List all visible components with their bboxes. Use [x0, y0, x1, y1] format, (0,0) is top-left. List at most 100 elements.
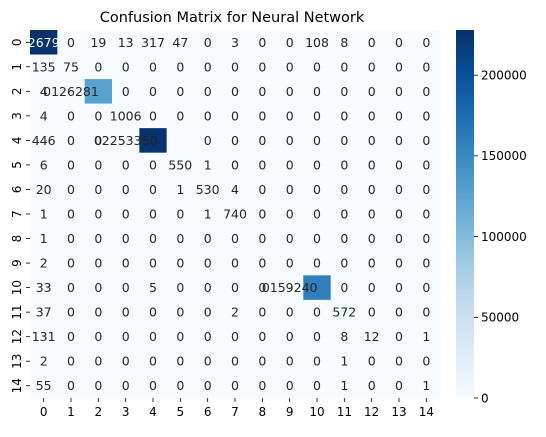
y-tick-label: 5	[10, 161, 24, 169]
cell-value-label: 108	[305, 35, 329, 50]
heatmap-cell	[84, 275, 113, 301]
cell-value-label: 0	[67, 256, 75, 271]
heatmap-cell	[358, 30, 386, 55]
y-tick-label: 10	[10, 280, 24, 295]
heatmap-cell	[194, 226, 222, 252]
cell-value-label: 0	[395, 133, 403, 148]
y-tick-label: 9	[10, 259, 24, 267]
x-tick-label: 6	[204, 405, 212, 419]
heatmap-cell	[166, 177, 195, 203]
heatmap-cell	[166, 324, 195, 350]
heatmap-cell	[194, 299, 222, 325]
cell-value-label: 0	[204, 231, 212, 246]
cell-value-label: 0	[368, 280, 376, 295]
cell-value-label: 0	[313, 59, 321, 74]
cell-value-label: 0	[122, 59, 130, 74]
cell-value-label: 0	[340, 231, 348, 246]
heatmap-cell	[248, 103, 277, 129]
heatmap-cell	[30, 324, 58, 350]
cell-value-label: 0	[340, 182, 348, 197]
heatmap-cell	[303, 103, 332, 129]
heatmap-cell	[330, 30, 359, 55]
heatmap-cell	[221, 348, 250, 374]
heatmap-cell	[303, 177, 332, 203]
heatmap-cell	[139, 373, 168, 399]
cell-value-label: 0	[286, 231, 294, 246]
cell-value-label: 1	[422, 329, 430, 344]
cell-value-label: 0	[94, 280, 102, 295]
cell-value-label: 0	[149, 378, 157, 393]
y-tick-label: 7	[10, 210, 24, 218]
cell-value-label: 0	[94, 256, 102, 271]
cell-value-label: 0	[231, 231, 239, 246]
heatmap-cell	[112, 54, 140, 80]
heatmap-cell	[30, 30, 58, 55]
heatmap-cell	[221, 373, 250, 399]
cell-value-label: 0	[313, 231, 321, 246]
heatmap-cell	[139, 54, 168, 80]
heatmap-cell	[221, 103, 250, 129]
y-tick-label: 1	[10, 63, 24, 71]
heatmap-cell	[57, 177, 86, 203]
heatmap-cell	[276, 275, 304, 301]
cell-value-label: 6	[40, 157, 48, 172]
x-tick-label: 0	[40, 405, 48, 419]
heatmap-cell	[330, 373, 359, 399]
heatmap-cell	[57, 152, 86, 178]
chart-title: Confusion Matrix for Neural Network	[100, 10, 365, 26]
x-tick-label: 2	[95, 405, 103, 419]
cell-value-label: 8	[340, 35, 348, 50]
cell-value-label: 0	[94, 305, 102, 320]
cell-value-label: 0	[258, 133, 266, 148]
cell-value-label: 0	[176, 305, 184, 320]
cell-value-label: 0	[149, 305, 157, 320]
cell-value-label: 3	[231, 35, 239, 50]
heatmap-cell	[248, 54, 277, 80]
heatmap-cell	[248, 250, 277, 276]
cell-value-label: 37	[36, 305, 52, 320]
cell-value-label: 0	[313, 182, 321, 197]
cell-value-label: 1	[40, 231, 48, 246]
heatmap-cell	[221, 299, 250, 325]
y-tick-label: 2	[10, 88, 24, 96]
heatmap-cell	[30, 250, 58, 276]
heatmap-cell	[412, 373, 441, 399]
cell-value-label: 0	[176, 354, 184, 369]
cell-value-label: 0	[231, 84, 239, 99]
heatmap-cell	[248, 79, 277, 104]
cell-value-label: 0	[67, 378, 75, 393]
heatmap-cell	[276, 250, 304, 276]
cell-value-label: 0	[231, 157, 239, 172]
cell-value-label: 0	[67, 35, 75, 50]
cell-value-label: 317	[141, 35, 165, 50]
heatmap-cell	[276, 299, 304, 325]
cell-value-label: 0	[149, 207, 157, 222]
cell-value-label: 0	[258, 280, 266, 295]
cell-value-label: 0	[94, 157, 102, 172]
y-tick-label: 4	[10, 137, 24, 145]
cell-value-label: 0	[67, 133, 75, 148]
heatmap-cell	[221, 30, 250, 55]
cell-value-label: 0	[286, 378, 294, 393]
heatmap-cell	[276, 226, 304, 252]
heatmap-cell	[385, 275, 414, 301]
heatmap-cell	[166, 250, 195, 276]
cell-value-label: 2	[40, 354, 48, 369]
heatmap-cell	[330, 177, 359, 203]
heatmap-cell	[57, 54, 86, 80]
y-tick-label: 14	[10, 378, 24, 393]
cell-value-label: 0	[231, 378, 239, 393]
cell-value-label: 0	[313, 108, 321, 123]
cell-value-label: 0	[204, 84, 212, 99]
heatmap-cell	[221, 201, 250, 227]
heatmap-cell	[330, 79, 359, 104]
cell-value-label: 0	[122, 378, 130, 393]
heatmap-cell	[194, 30, 222, 55]
heatmap-cell	[194, 103, 222, 129]
heatmap-cell	[84, 152, 113, 178]
colorbar-tick-label: 0	[481, 391, 489, 405]
heatmap-cell	[385, 177, 414, 203]
heatmap-cell	[276, 324, 304, 350]
